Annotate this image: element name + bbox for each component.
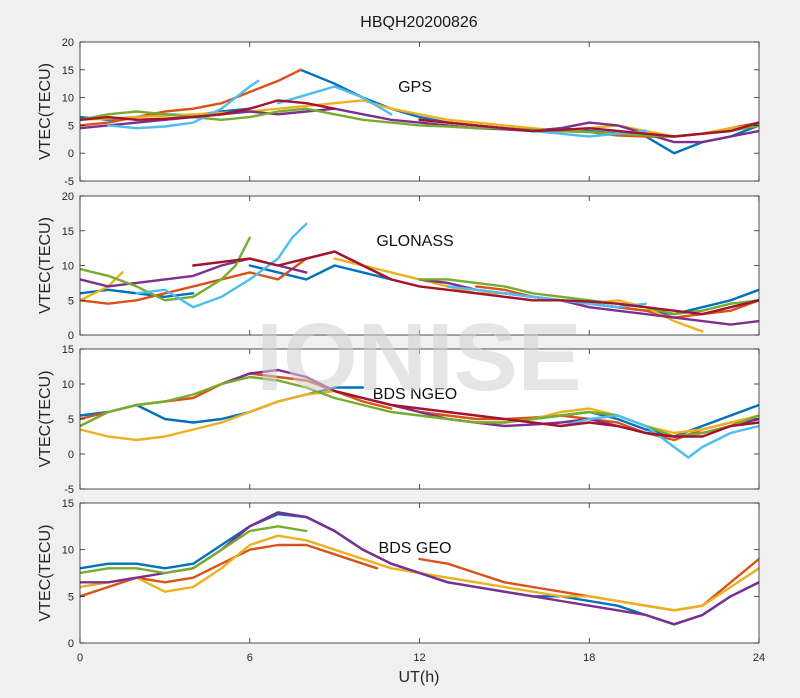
y-tick-label: 20 (62, 191, 74, 203)
x-tick-label: 6 (247, 652, 253, 664)
y-tick-label: 10 (62, 93, 74, 105)
panel-title: BDS GEO (379, 540, 452, 557)
series-group (80, 222, 759, 333)
x-tick-label: 12 (413, 652, 425, 664)
panel-3: 0 5 10 15 0 6 12 18 24 VTEC(TECU) BDS GEO (37, 498, 765, 664)
y-tick-label: 0 (68, 638, 74, 650)
x-tick-label: 24 (753, 652, 765, 664)
y-tick-label: 5 (68, 295, 74, 307)
y-tick-label: 5 (68, 414, 74, 426)
panel-title: GLONASS (376, 233, 453, 250)
x-tick-label: 18 (583, 652, 595, 664)
y-axis-label: VTEC(TECU) (37, 371, 54, 468)
y-tick-label: 5 (68, 120, 74, 132)
series-line-5-0 (107, 79, 260, 130)
panel-0: -5 0 5 10 15 20 VTEC(TECU) GPS (37, 37, 760, 188)
series-group (80, 68, 759, 155)
series-line-0-1 (248, 264, 393, 281)
y-tick-label: 0 (68, 148, 74, 160)
watermark: IONISE (256, 304, 581, 411)
y-tick-label: -5 (64, 484, 74, 496)
series-line-6-0 (192, 250, 759, 316)
panels: -5 0 5 10 15 20 VTEC(TECU) GPS 0 5 10 15 20 VTEC(TECU… (37, 37, 765, 664)
series-line-4-1 (418, 278, 759, 316)
panel-1: 0 5 10 15 20 VTEC(TECU) GLONASS (37, 191, 760, 342)
series-line-5-0 (135, 222, 308, 309)
y-tick-label: 0 (68, 449, 74, 461)
plot-area (80, 349, 759, 489)
y-tick-label: 15 (62, 344, 74, 356)
panel-title: GPS (398, 79, 432, 96)
series-line-6-0 (80, 99, 336, 121)
y-tick-label: 10 (62, 379, 74, 391)
y-tick-label: 10 (62, 261, 74, 273)
y-axis-label: VTEC(TECU) (37, 525, 54, 622)
y-axis-label: VTEC(TECU) (37, 63, 54, 160)
series-line-5-1 (276, 85, 393, 116)
series-line-6-0 (333, 389, 759, 438)
y-tick-label: 10 (62, 545, 74, 557)
series-line-1-0 (80, 68, 302, 127)
y-tick-label: 0 (68, 330, 74, 342)
y-tick-label: 15 (62, 498, 74, 510)
y-axis-label: VTEC(TECU) (37, 217, 54, 314)
x-tick-label: 0 (77, 652, 83, 664)
series-group (80, 511, 759, 626)
panel-title: BDS NGEO (373, 386, 457, 403)
y-tick-label: -5 (64, 176, 74, 188)
series-group (80, 368, 759, 459)
y-tick-label: 15 (62, 65, 74, 77)
series-line-6-1 (418, 118, 759, 138)
x-axis-label: UT(h) (399, 669, 440, 686)
series-line-5-1 (446, 285, 647, 309)
y-tick-label: 15 (62, 226, 74, 238)
figure-title: HBQH20200826 (360, 14, 478, 31)
series-line-5-0 (559, 414, 759, 459)
y-tick-label: 20 (62, 37, 74, 49)
plot-area (80, 42, 759, 181)
y-tick-label: 5 (68, 591, 74, 603)
series-line-4-0 (80, 525, 308, 575)
panel-2: -5 0 5 10 15 VTEC(TECU) BDS NGEO (37, 344, 760, 496)
